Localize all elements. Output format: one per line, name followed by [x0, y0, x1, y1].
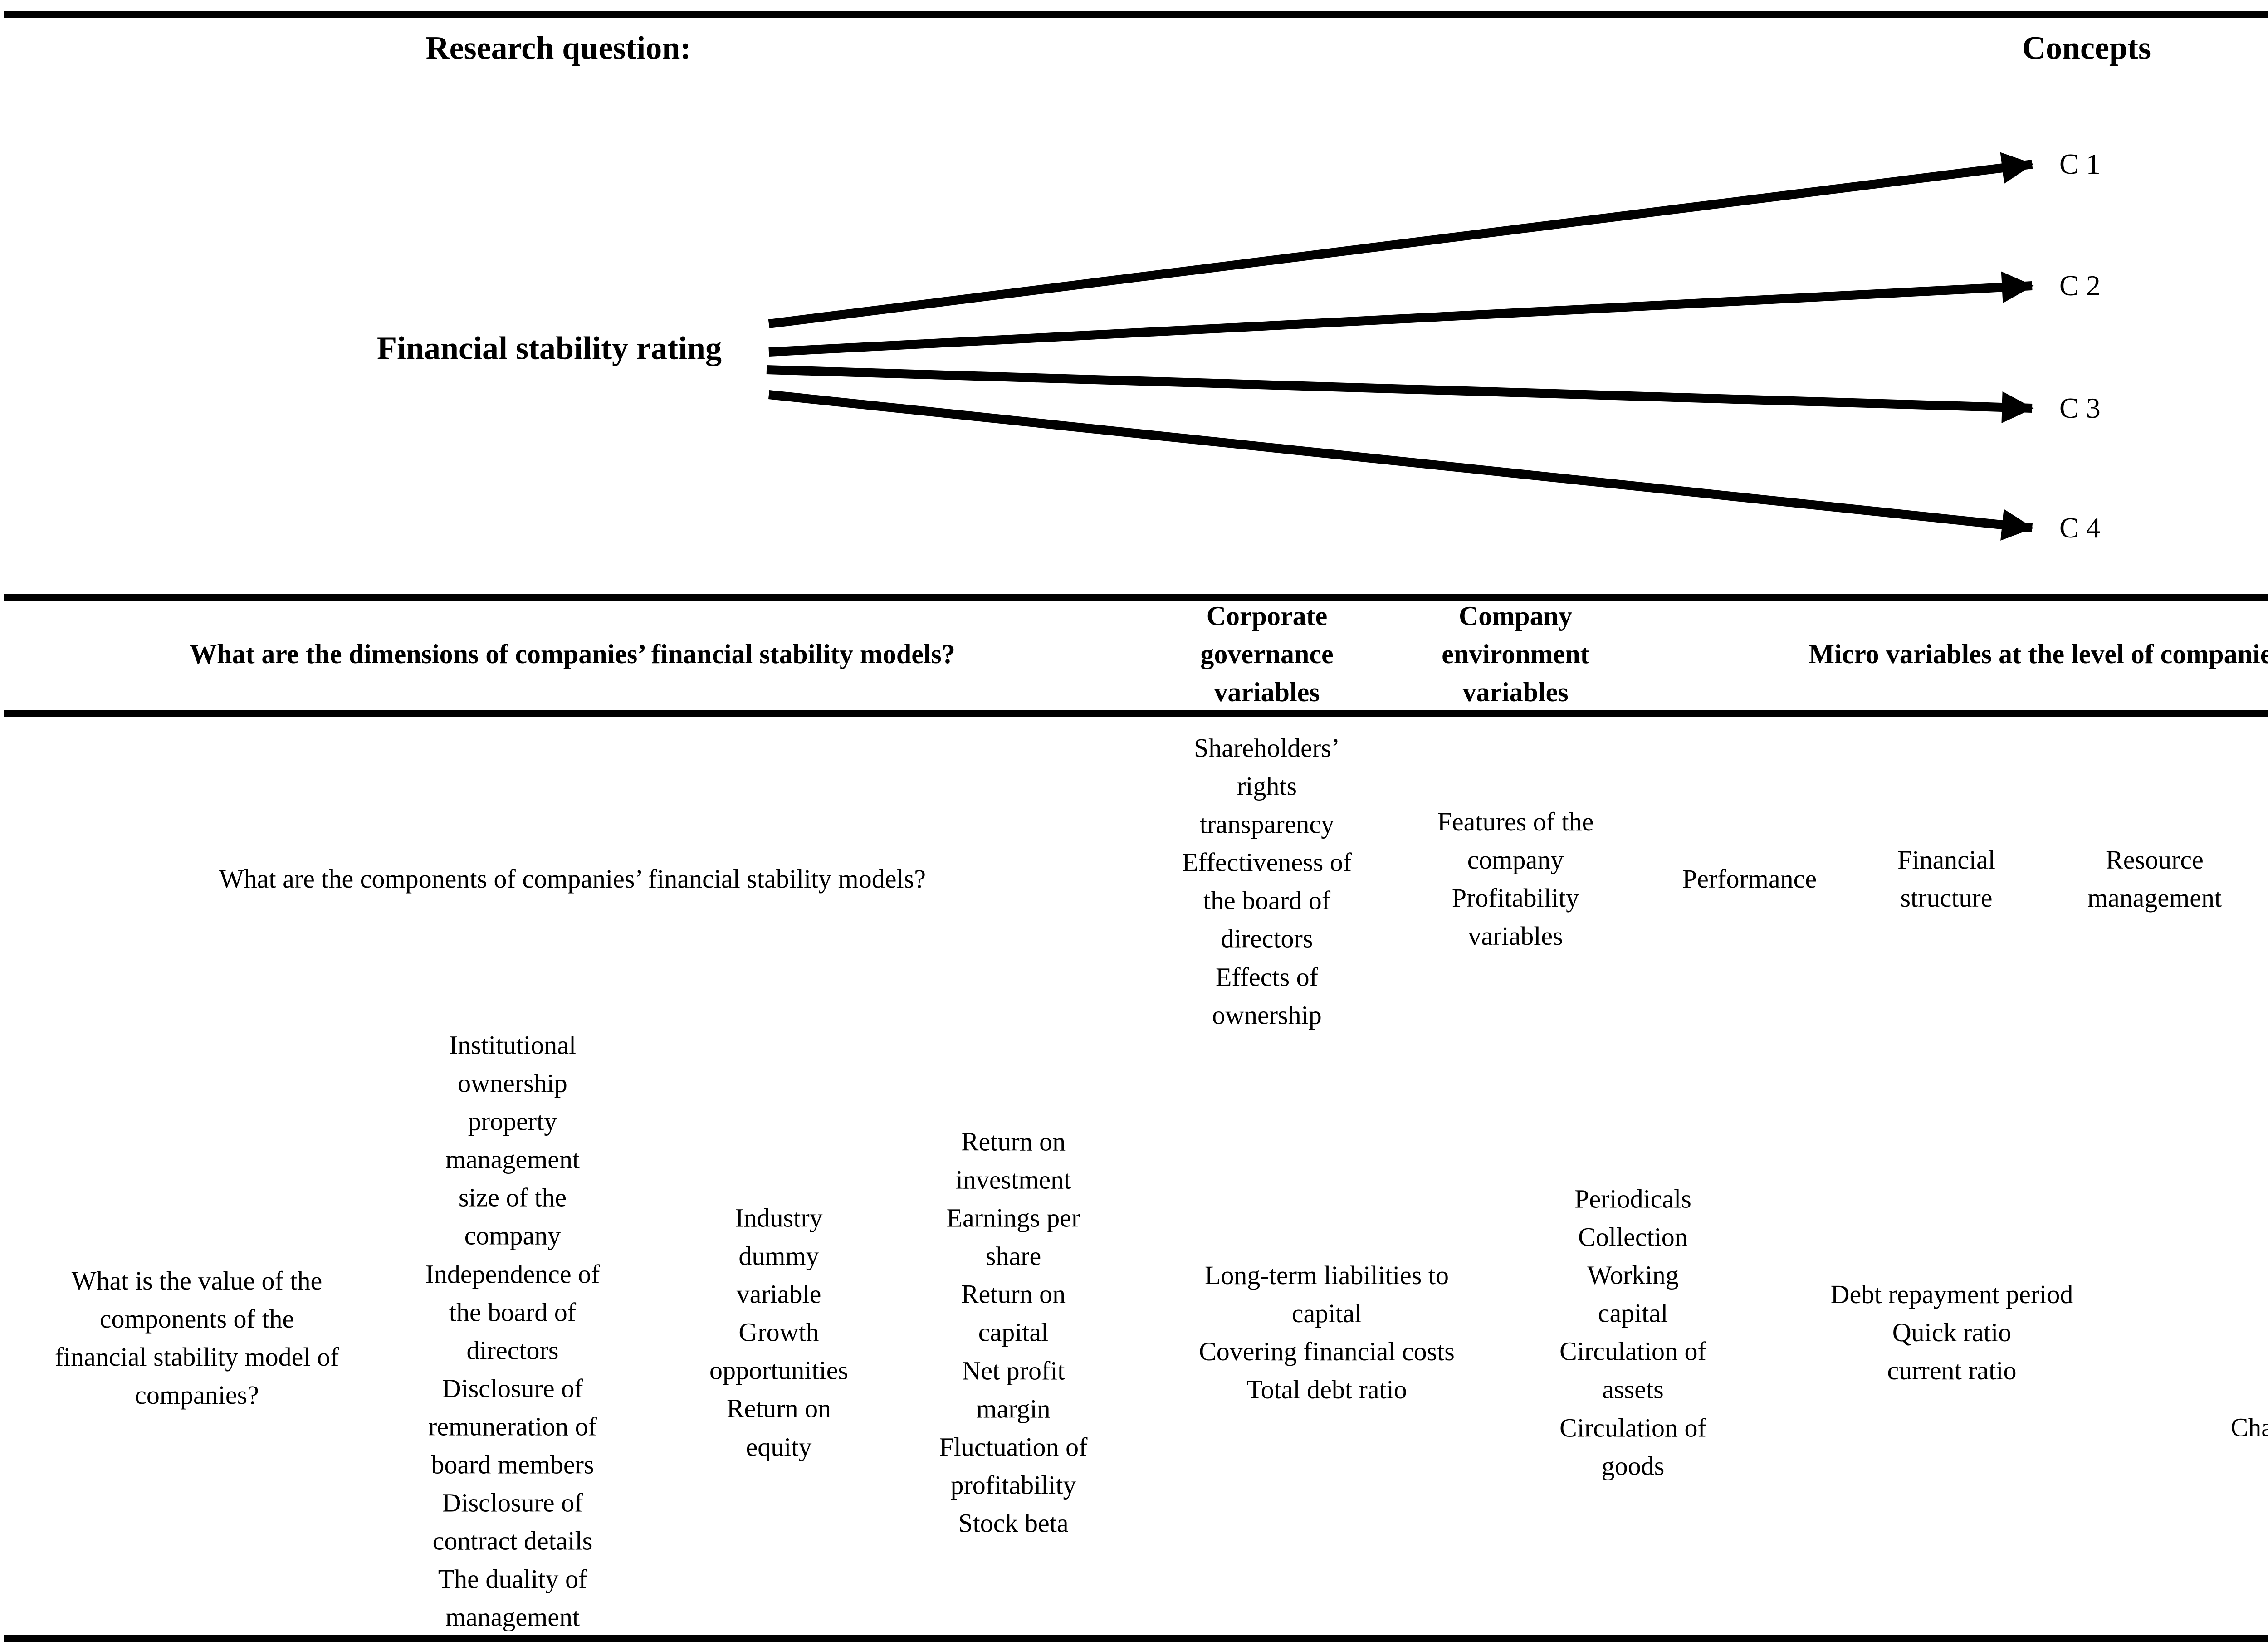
- indicators-activity: Periodicals Collection Working capital C…: [1559, 1184, 1706, 1481]
- header-corporate-governance: Corporate governance variables: [1200, 601, 1334, 707]
- components-financial-structure: Financial structure: [1897, 845, 1995, 913]
- components-resource-management: Resource management: [2087, 845, 2222, 913]
- arrow-to-c2: [768, 271, 2034, 357]
- header-dimensions-question: What are the dimensions of companies’ fi…: [190, 639, 955, 669]
- arrow-to-c4: [768, 390, 2034, 541]
- indicators-profitability: Return on investment Earnings per share …: [939, 1127, 1088, 1538]
- arrow-to-c3: [766, 365, 2034, 423]
- indicators-governance: Institutional ownership property managem…: [425, 1030, 600, 1632]
- header-company-environment: Company environment variables: [1442, 601, 1589, 707]
- components-corporate-governance: Shareholders’ rights transparency Effect…: [1182, 733, 1352, 1030]
- concept-node-c3: C 3: [2059, 392, 2101, 424]
- components-performance: Performance: [1682, 864, 1817, 894]
- figure-top-rule: [4, 11, 2268, 18]
- arrow-to-c1: [768, 152, 2034, 328]
- financial-stability-rating-node: Financial stability rating: [376, 330, 722, 366]
- components-question: What are the components of companies’ fi…: [219, 864, 926, 894]
- research-question-heading: Research question:: [425, 29, 691, 66]
- concepts-heading: Concepts: [2022, 29, 2151, 66]
- table-bottom-rule: [4, 1635, 2268, 1642]
- components-company-environment: Features of the company Profitability va…: [1437, 806, 1594, 951]
- table-top-rule: [4, 594, 2268, 601]
- header-bottom-rule: [4, 710, 2268, 717]
- indicators-question: What is the value of the components of t…: [54, 1265, 339, 1410]
- indicators-industry: Industry dummy variable Growth opportuni…: [709, 1203, 849, 1462]
- concept-node-c1: C 1: [2059, 148, 2101, 180]
- concept-node-c2: C 2: [2059, 269, 2101, 302]
- indicators-leverage: Long-term liabilities to capital Coverin…: [1199, 1260, 1455, 1405]
- header-micro-variables: Micro variables at the level of companie…: [1809, 639, 2268, 669]
- indicators-macro: Oil prices swelling Isis Political insta…: [2230, 1413, 2268, 1443]
- indicators-liquidity: Debt repayment period Quick ratio curren…: [1830, 1279, 2073, 1386]
- concept-node-c4: C 4: [2059, 512, 2101, 544]
